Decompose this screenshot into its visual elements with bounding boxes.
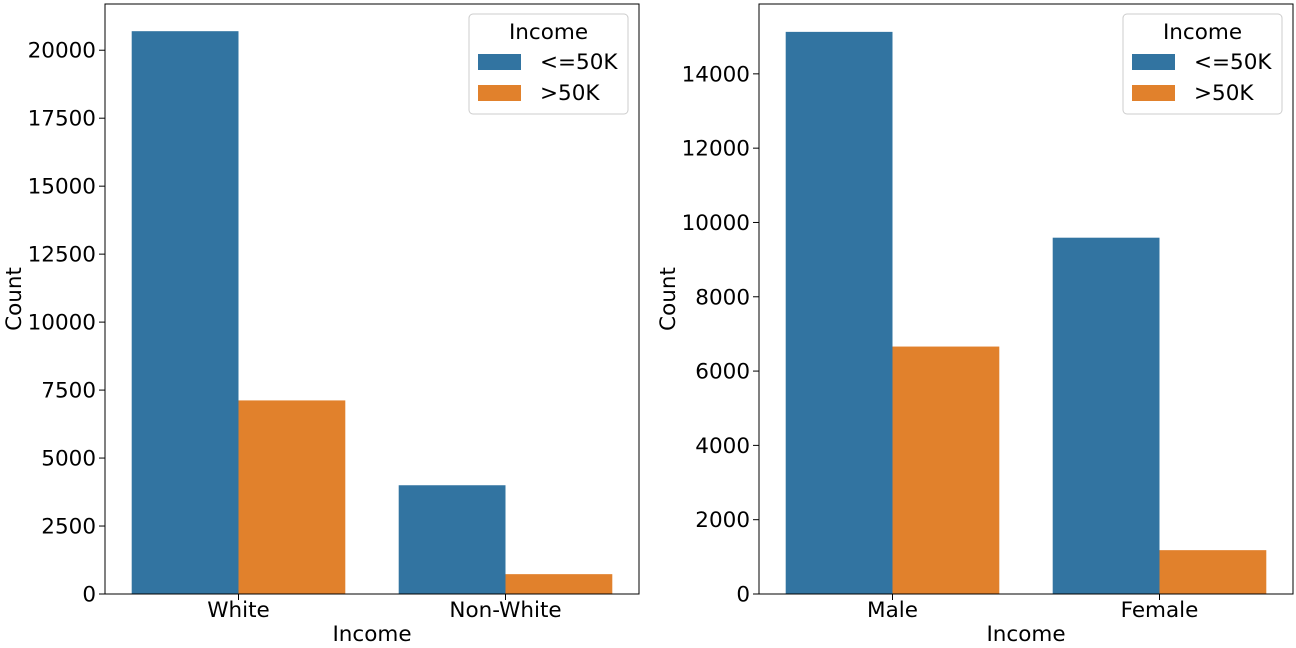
y-tick-label: 7500 [41,379,96,404]
x-tick-label: Male [867,598,918,623]
legend-title: Income [1163,20,1242,45]
x-tick-label: White [207,598,270,623]
y-tick-label: 6000 [695,360,750,385]
bar-white-series-2 [238,400,346,594]
legend-label-series-1: <=50K [1194,50,1272,75]
y-tick-label: 5000 [41,447,96,472]
bar-female-series-1 [1052,237,1160,594]
y-tick-label: 12000 [682,137,750,162]
legend-label-series-1: <=50K [540,50,618,75]
y-tick-label: 10000 [28,311,96,336]
y-tick-label: 10000 [682,211,750,236]
axes-frame [104,3,640,595]
y-axis-label: Count [2,267,27,331]
legend-swatch-series-1 [1132,54,1175,70]
chart-panel-1: 0 2500 5000 7500 10000 12500 15000 17500 20000 Wh… [2,3,640,647]
y-tick-label: 0 [736,583,750,608]
x-axis-label: Income [332,622,411,647]
bar-non-white-series-2 [505,574,613,594]
y-tick-label: 2000 [695,508,750,533]
axes-frame [758,3,1294,595]
legend: Income <=50K >50K [1122,13,1283,115]
bar-non-white-series-1 [398,485,506,594]
y-tick-label: 15000 [28,175,96,200]
y-axis-label: Count [656,267,681,331]
bar-female-series-2 [1159,550,1267,594]
legend-swatch-series-2 [478,85,521,101]
y-tick-label: 0 [82,583,96,608]
chart-panel-2: 0 2000 4000 6000 8000 10000 12000 14000 Male Fema… [656,3,1294,647]
legend-label-series-2: >50K [1194,81,1254,106]
x-tick-label: Non-White [449,598,561,623]
legend-swatch-series-1 [478,54,521,70]
y-tick-label: 17500 [28,107,96,132]
legend: Income <=50K >50K [468,13,629,115]
y-tick-label: 12500 [28,243,96,268]
y-tick-label: 4000 [695,434,750,459]
legend-swatch-series-2 [1132,85,1175,101]
bar-male-series-1 [785,31,893,595]
x-tick-label: Female [1121,598,1199,623]
bar-male-series-2 [892,346,1000,594]
bar-white-series-1 [131,31,239,594]
y-tick-label: 14000 [682,62,750,87]
y-tick-label: 20000 [28,39,96,64]
y-tick-label: 8000 [695,285,750,310]
x-axis-label: Income [986,622,1065,647]
legend-label-series-2: >50K [540,81,600,106]
y-tick-label: 2500 [41,515,96,540]
legend-title: Income [509,20,588,45]
